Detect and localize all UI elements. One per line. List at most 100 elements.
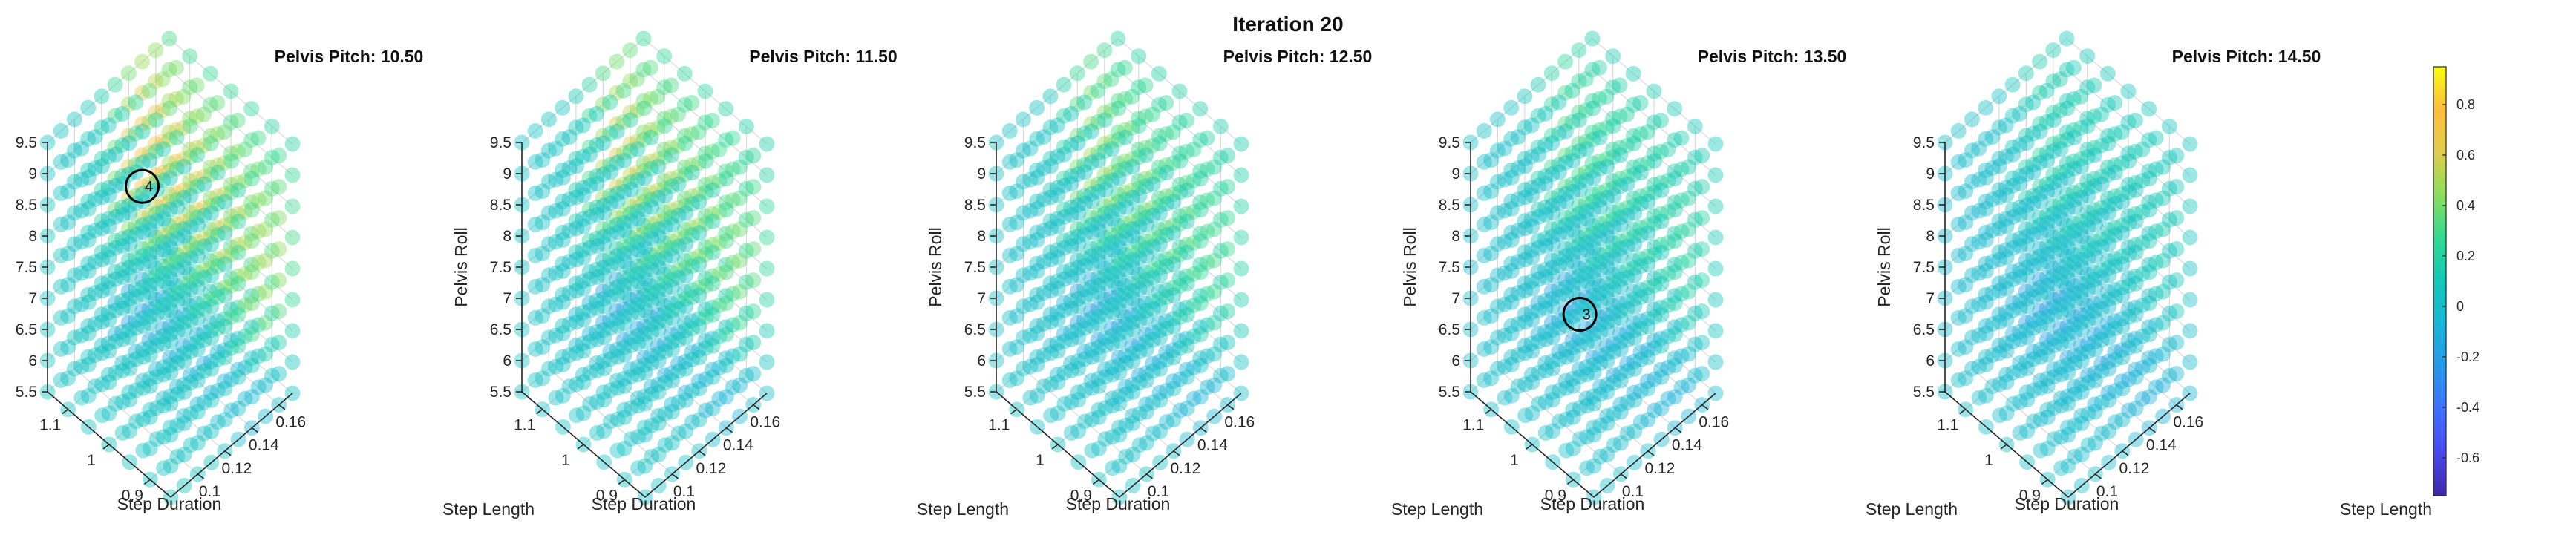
data-point — [223, 332, 239, 349]
data-point — [1503, 224, 1520, 240]
data-point — [2114, 280, 2130, 296]
data-point — [670, 293, 687, 309]
data-point — [1619, 425, 1635, 442]
data-point — [1571, 174, 1587, 191]
data-point — [1178, 237, 1194, 253]
data-point — [711, 328, 728, 344]
data-point — [1707, 198, 1724, 214]
z-tick-label: 6 — [1451, 352, 1460, 370]
data-point — [2012, 105, 2028, 122]
data-point — [2128, 306, 2144, 323]
data-point — [1640, 287, 1656, 303]
data-point — [80, 224, 97, 240]
data-point — [128, 226, 144, 243]
data-point — [264, 118, 280, 134]
data-point — [1627, 205, 1643, 221]
data-point — [643, 285, 659, 301]
data-point — [142, 370, 158, 387]
data-point — [1578, 134, 1594, 150]
data-point — [60, 214, 76, 231]
data-point — [609, 279, 625, 295]
data-point — [2086, 295, 2102, 312]
data-point — [609, 53, 625, 70]
data-point — [1117, 91, 1133, 107]
data-point — [1517, 306, 1533, 323]
data-point — [759, 323, 775, 339]
data-point — [135, 442, 151, 459]
data-point — [1605, 305, 1621, 321]
data-point — [636, 256, 653, 272]
data-point — [1971, 171, 1987, 188]
data-point — [1978, 169, 1994, 186]
data-point — [1131, 48, 1147, 65]
data-point — [2086, 140, 2102, 156]
x-tick-label: 1.1 — [1462, 417, 1484, 434]
data-point — [229, 361, 246, 378]
data-point — [1578, 203, 1595, 220]
data-point — [1984, 191, 2001, 208]
data-point — [2079, 243, 2096, 259]
data-point — [2114, 373, 2130, 390]
data-point — [637, 427, 653, 443]
x-tick-label: 1 — [1510, 452, 1519, 469]
data-point — [1578, 71, 1594, 88]
data-point — [527, 216, 543, 232]
data-point — [602, 94, 618, 111]
data-point — [1220, 241, 1236, 257]
data-point — [189, 217, 206, 233]
data-point — [1097, 338, 1114, 354]
data-point — [575, 280, 592, 297]
data-point — [141, 82, 157, 99]
data-point — [1110, 186, 1126, 203]
data-point — [725, 379, 741, 395]
data-point — [169, 386, 186, 402]
data-point — [1510, 347, 1526, 364]
data-point — [535, 277, 551, 293]
data-point — [162, 318, 178, 335]
data-point — [2073, 189, 2090, 206]
data-point — [697, 114, 713, 131]
data-point — [162, 388, 178, 404]
data-point — [1091, 347, 1107, 363]
data-point — [1076, 257, 1093, 274]
data-point — [2025, 164, 2041, 180]
data-point — [2073, 88, 2089, 105]
data-point — [656, 305, 673, 321]
data-point — [1111, 349, 1127, 366]
data-point — [1998, 335, 2014, 352]
data-point — [1070, 205, 1087, 221]
data-point — [1646, 270, 1662, 286]
data-point — [759, 198, 775, 214]
data-point — [1565, 308, 1581, 324]
data-point — [1131, 367, 1147, 384]
data-point — [1530, 108, 1546, 124]
data-point — [1117, 129, 1134, 145]
data-point — [2107, 282, 2123, 298]
data-point — [1001, 372, 1018, 388]
data-point — [2148, 192, 2164, 209]
data-point — [2065, 153, 2082, 169]
data-point — [2101, 236, 2117, 252]
data-point — [1104, 141, 1120, 157]
data-point — [243, 295, 260, 312]
data-point — [2019, 392, 2036, 408]
data-point — [540, 329, 557, 346]
data-point — [616, 152, 632, 168]
data-point — [698, 340, 714, 356]
data-point — [644, 355, 660, 371]
data-point — [1531, 395, 1547, 412]
data-point — [1572, 182, 1588, 198]
data-point — [2107, 157, 2123, 174]
data-point — [711, 172, 728, 188]
data-point — [1991, 88, 2007, 105]
data-point — [1036, 378, 1052, 395]
data-point — [690, 342, 707, 358]
data-point — [2066, 191, 2082, 208]
data-point — [596, 423, 612, 439]
data-point — [1673, 161, 1690, 177]
data-point — [664, 341, 680, 358]
data-point — [1199, 348, 1215, 364]
data-point — [2100, 166, 2116, 183]
data-point — [1557, 217, 1574, 233]
data-point — [1063, 261, 1079, 278]
